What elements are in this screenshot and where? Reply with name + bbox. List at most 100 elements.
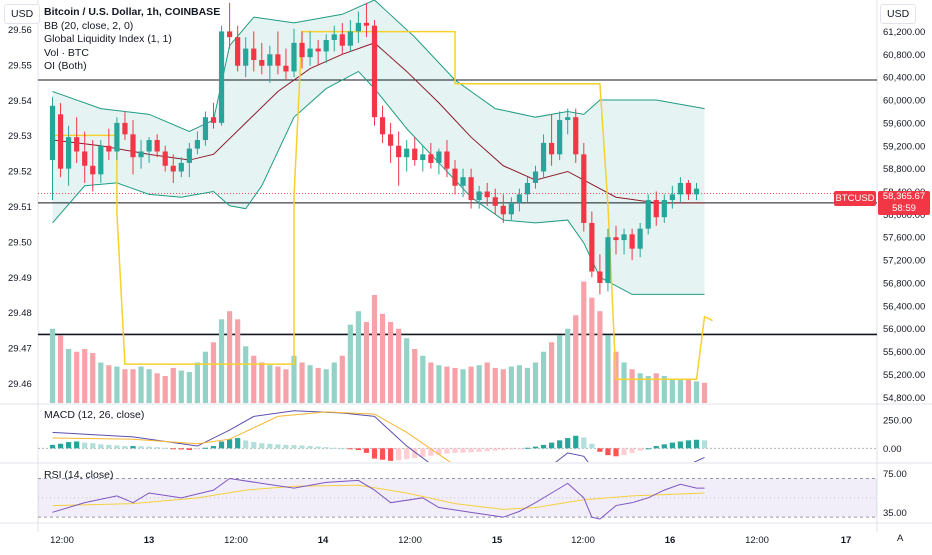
bar-countdown: 58:59: [892, 203, 916, 214]
macd-histogram-bar: [420, 448, 426, 457]
volume-bar: [661, 376, 667, 403]
volume-bar: [251, 355, 257, 403]
macd-histogram-bar: [388, 448, 394, 461]
candle: [540, 142, 547, 172]
volume-bar: [202, 351, 209, 403]
legend-liquidity[interactable]: Global Liquidity Index (1, 1): [44, 33, 172, 45]
price-tick-label: 56,000.00: [883, 324, 925, 335]
price-tick-label: 58,800.00: [883, 164, 925, 175]
candle: [621, 234, 627, 241]
symbol-price-tag: BTCUSD: [834, 191, 876, 206]
volume-bar: [508, 366, 514, 403]
candle: [57, 114, 64, 169]
macd-histogram-bar: [637, 448, 643, 451]
macd-histogram-bar: [74, 441, 80, 449]
macd-histogram-bar: [444, 448, 450, 454]
time-tick-label: 12:00: [745, 535, 769, 546]
volume-bar: [323, 369, 329, 403]
price-tick-label: 58,000.00: [883, 210, 925, 221]
volume-bar: [106, 365, 112, 403]
macd-histogram-bar: [170, 448, 176, 450]
volume-bar: [557, 335, 563, 403]
volume-bar: [460, 369, 466, 403]
legend-bb[interactable]: BB (20, close, 2, 0): [44, 19, 134, 32]
volume-bar: [130, 369, 136, 403]
macd-histogram-bar: [412, 448, 418, 459]
candle: [404, 148, 410, 158]
price-tick-label: 61,200.00: [883, 27, 925, 38]
candle: [138, 151, 144, 158]
bb-lower-line: [52, 70, 705, 295]
volume-bar: [589, 297, 595, 403]
rsi-ma-line: [52, 484, 705, 510]
chart-title[interactable]: Bitcoin / U.S. Dollar, 1h, COINBASE: [44, 6, 221, 18]
candle: [291, 42, 297, 72]
legend-oi[interactable]: OI (Both): [44, 60, 87, 72]
volume-bar: [283, 369, 289, 403]
macd-histogram-bar: [549, 442, 555, 449]
macd-histogram-bar: [66, 442, 72, 449]
volume-bar: [645, 376, 651, 403]
macd-histogram-bar: [323, 447, 329, 449]
macd-histogram-bar: [251, 442, 257, 449]
volume-bar: [146, 369, 152, 403]
macd-histogram-bar: [701, 440, 708, 449]
time-tick-label: 17: [841, 535, 852, 546]
last-price-tag: 58,365.67 58:59: [878, 191, 930, 215]
volume-bar: [637, 373, 643, 403]
macd-histogram-bar: [227, 439, 233, 449]
macd-histogram-bar: [484, 448, 490, 452]
volume-bar: [331, 362, 337, 403]
candle: [371, 25, 378, 118]
rsi-tick-label: 75.00: [883, 469, 907, 480]
macd-line: [52, 410, 705, 462]
candle: [146, 140, 152, 152]
candle: [267, 54, 273, 66]
candle: [573, 117, 579, 155]
macd-histogram-bar: [90, 443, 96, 449]
volume-bar: [573, 315, 579, 403]
chart-legend: Bitcoin / U.S. Dollar, 1h, COINBASE BB (…: [44, 6, 220, 74]
macd-pane-label[interactable]: MACD (12, 26, close): [44, 409, 145, 421]
macd-histogram-bar: [613, 448, 619, 457]
volume-bar: [388, 322, 394, 403]
volume-bar: [138, 366, 144, 403]
candle: [653, 200, 659, 218]
right-unit-button[interactable]: USD: [880, 4, 917, 24]
candle: [315, 48, 321, 52]
candle: [637, 228, 643, 249]
volume-bar: [412, 349, 418, 403]
left-unit-button[interactable]: USD: [4, 4, 41, 24]
bb-upper-line: [52, 0, 705, 133]
volume-bar: [540, 351, 547, 403]
rsi-pane-label[interactable]: RSI (14, close): [44, 469, 114, 481]
macd-histogram-bar: [122, 446, 128, 449]
candle: [154, 140, 160, 152]
candle: [468, 177, 474, 201]
volume-bar: [114, 366, 120, 403]
volume-bar: [315, 367, 321, 403]
macd-histogram-bar: [243, 440, 249, 449]
candle: [589, 222, 595, 272]
volume-bar: [669, 378, 675, 403]
legend-volume[interactable]: Vol · BTC: [44, 46, 89, 59]
volume-bar: [396, 328, 402, 403]
volume-bar: [154, 373, 160, 403]
volume-bar: [363, 322, 370, 403]
candle: [492, 197, 498, 206]
volume-bar: [178, 370, 184, 403]
bb-basis-line: [52, 42, 705, 204]
candle: [227, 31, 233, 38]
price-tick-label: 60,800.00: [883, 50, 925, 61]
volume-bar: [605, 335, 611, 403]
volume-bar: [74, 351, 80, 403]
macd-histogram-bar: [677, 441, 683, 449]
candle: [235, 37, 241, 66]
volume-bar: [227, 311, 233, 403]
liquidity-tick-label: 29.53: [8, 131, 32, 142]
time-tick-label: 12:00: [224, 535, 248, 546]
time-tick-label: 12:00: [398, 535, 422, 546]
auto-scale-button[interactable]: A: [897, 533, 904, 544]
